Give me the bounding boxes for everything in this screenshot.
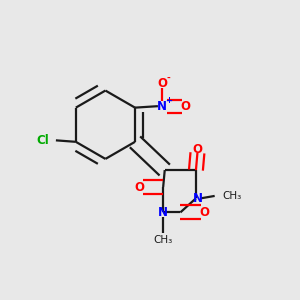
Text: CH₃: CH₃ — [154, 235, 173, 245]
Text: Cl: Cl — [36, 134, 49, 147]
Text: O: O — [199, 206, 209, 219]
Text: N: N — [158, 206, 168, 219]
Text: O: O — [181, 100, 190, 113]
Text: O: O — [192, 143, 203, 156]
Text: N: N — [157, 100, 167, 113]
Text: CH₃: CH₃ — [223, 191, 242, 201]
Text: O: O — [157, 77, 167, 90]
Text: -: - — [167, 74, 170, 83]
Text: N: N — [192, 192, 203, 205]
Text: +: + — [165, 96, 172, 105]
Text: O: O — [134, 181, 144, 194]
